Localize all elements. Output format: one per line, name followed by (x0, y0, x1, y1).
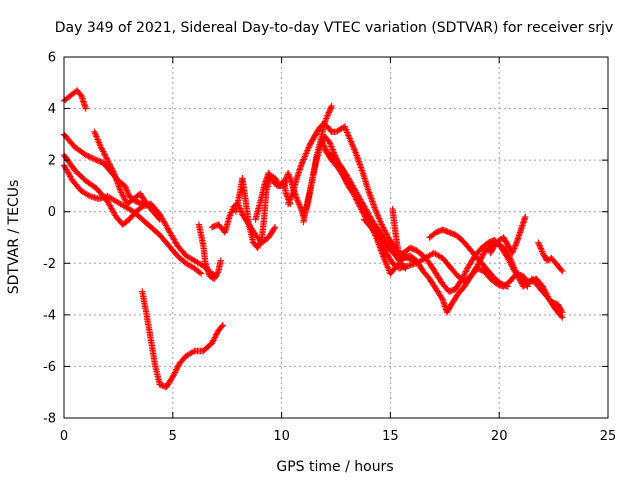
series-trace-16 (389, 205, 403, 262)
x-tick-label: 5 (169, 429, 177, 444)
data-points (284, 120, 418, 264)
y-tick-label: 4 (48, 102, 56, 117)
series-trace-6 (195, 221, 224, 282)
x-tick-label: 10 (273, 429, 290, 444)
x-tick-label: 0 (60, 429, 68, 444)
series-trace-11 (284, 120, 418, 264)
x-tick-label: 15 (382, 429, 399, 444)
series-trace-18 (487, 213, 529, 257)
chart-title: Day 349 of 2021, Sidereal Day-to-day VTE… (55, 20, 613, 36)
data-points (195, 221, 224, 282)
y-tick-label: -6 (43, 360, 56, 375)
series-trace-9 (232, 172, 294, 251)
series-trace-3 (91, 128, 163, 223)
y-tick-label: -2 (43, 257, 56, 272)
y-axis-label: SDTVAR / TECUs (6, 180, 22, 295)
data-points (321, 146, 566, 321)
series-trace-17 (426, 226, 512, 290)
x-tick-label: 20 (491, 429, 508, 444)
data-points (535, 239, 566, 275)
series-trace-20 (528, 275, 566, 316)
data-series (60, 87, 566, 391)
grid-lines (64, 57, 608, 418)
plot-frame (63, 56, 609, 419)
y-tick-label: 6 (48, 51, 56, 66)
y-tick-label: -8 (43, 412, 56, 427)
data-points (528, 275, 566, 316)
series-trace-19 (535, 239, 566, 275)
x-tick-label: 25 (600, 429, 617, 444)
series-trace-14 (321, 146, 566, 321)
y-tick-label: -4 (43, 308, 56, 323)
y-tick-label: 0 (48, 205, 56, 220)
y-axis-ticks: -8 -6 -4 -2 0 2 4 6 (43, 51, 608, 427)
x-axis-label: GPS time / hours (276, 459, 393, 475)
data-points (139, 288, 227, 391)
data-points (91, 128, 163, 223)
y-tick-label: 2 (48, 154, 56, 169)
data-points (232, 172, 294, 251)
x-axis-ticks: 0 5 10 15 20 25 (60, 57, 616, 444)
series-trace-7 (139, 288, 227, 391)
data-points (487, 213, 529, 257)
data-points (389, 205, 403, 262)
data-points (426, 226, 512, 290)
